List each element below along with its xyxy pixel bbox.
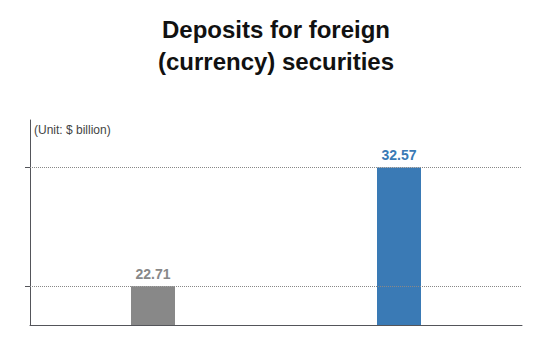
svg-text:(Unit: $ billion): (Unit: $ billion)	[34, 123, 111, 137]
svg-text:(currency) securities: (currency) securities	[158, 48, 394, 75]
svg-text:22.71: 22.71	[135, 266, 170, 282]
svg-text:32.57: 32.57	[381, 147, 416, 163]
svg-text:Deposits for foreign: Deposits for foreign	[162, 16, 390, 43]
